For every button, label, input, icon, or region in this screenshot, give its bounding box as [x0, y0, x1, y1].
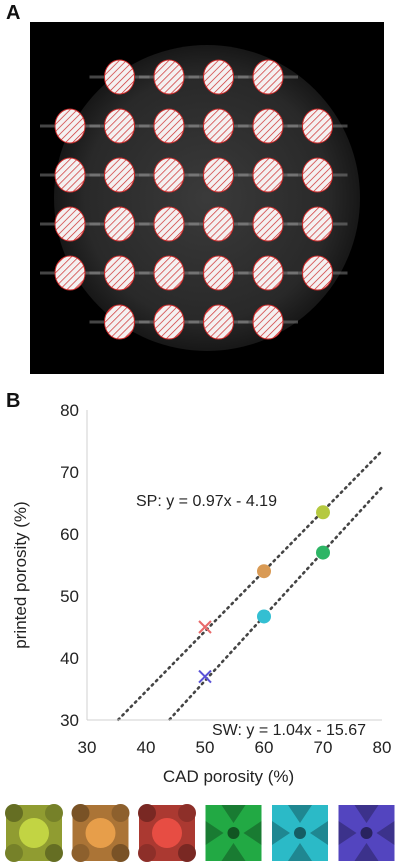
data-point [316, 545, 330, 560]
pore [104, 108, 135, 144]
unit-cell [71, 804, 130, 862]
pore [203, 206, 234, 242]
porosity-chart: 30 40 50 60 70 80 30 40 50 60 70 80 CAD porosity (%)… [11, 401, 391, 786]
unit-cell [272, 805, 328, 861]
fit-lines [116, 449, 384, 721]
data-point-x [198, 669, 212, 684]
pore [104, 59, 135, 95]
pore [203, 108, 234, 144]
data-point-x [198, 620, 212, 634]
fit-line [168, 486, 384, 721]
pore [153, 206, 185, 242]
pore [54, 108, 86, 144]
y-tick-label: 30 [60, 711, 79, 730]
pore [153, 108, 185, 144]
pore [302, 206, 333, 242]
fit-line [116, 449, 384, 721]
pore [54, 157, 86, 193]
data-point [316, 505, 330, 520]
unit-cell [5, 804, 63, 862]
unit-cell [205, 805, 262, 861]
pore [153, 255, 185, 291]
data-points [198, 505, 330, 684]
pore [252, 255, 284, 291]
pore [104, 157, 135, 193]
micrograph-image [30, 22, 384, 374]
pore [203, 304, 234, 340]
pore [252, 206, 284, 242]
pore [153, 304, 185, 340]
data-point [257, 564, 271, 579]
pore [153, 59, 185, 95]
pore [252, 108, 284, 144]
pore [104, 206, 135, 242]
fit-line-label: SW: y = 1.04x - 15.67 [212, 722, 366, 739]
y-tick-label: 80 [60, 401, 79, 420]
pore [153, 157, 185, 193]
panel-label-b: B [6, 390, 21, 412]
x-tick-label: 30 [78, 738, 97, 757]
pore [203, 255, 234, 291]
y-axis-label: printed porosity (%) [11, 501, 30, 648]
pore [54, 255, 86, 291]
chart-axes: 30 40 50 60 70 80 30 40 50 60 70 80 CAD porosity (%)… [11, 401, 391, 786]
pore [104, 304, 135, 340]
pore [203, 59, 234, 95]
unit-cell [338, 805, 395, 861]
pore [104, 255, 135, 291]
pore-grid [40, 59, 348, 340]
panel-label-a: A [6, 2, 21, 24]
y-tick-label: 50 [60, 587, 79, 606]
x-axis-label: CAD porosity (%) [163, 767, 294, 786]
x-tick-label: 60 [255, 738, 274, 757]
x-tick-label: 80 [373, 738, 392, 757]
fit-line-label: SP: y = 0.97x - 4.19 [136, 493, 277, 510]
pore [252, 157, 284, 193]
x-tick-label: 70 [314, 738, 333, 757]
pore [203, 157, 234, 193]
pore [302, 255, 333, 291]
pore [54, 206, 86, 242]
pore [302, 108, 333, 144]
chart-labels: SP: y = 0.97x - 4.19 SW: y = 1.04x - 15.6… [136, 493, 366, 739]
unit-cell-row [5, 804, 395, 862]
scaffold-disc [54, 45, 360, 351]
unit-cell [138, 804, 196, 862]
y-tick-label: 70 [60, 463, 79, 482]
data-point [257, 609, 271, 624]
pore [252, 59, 284, 95]
x-tick-label: 50 [196, 738, 215, 757]
pore [252, 304, 284, 340]
x-tick-label: 40 [137, 738, 156, 757]
y-tick-label: 40 [60, 649, 79, 668]
pore [302, 157, 333, 193]
y-tick-label: 60 [60, 525, 79, 544]
